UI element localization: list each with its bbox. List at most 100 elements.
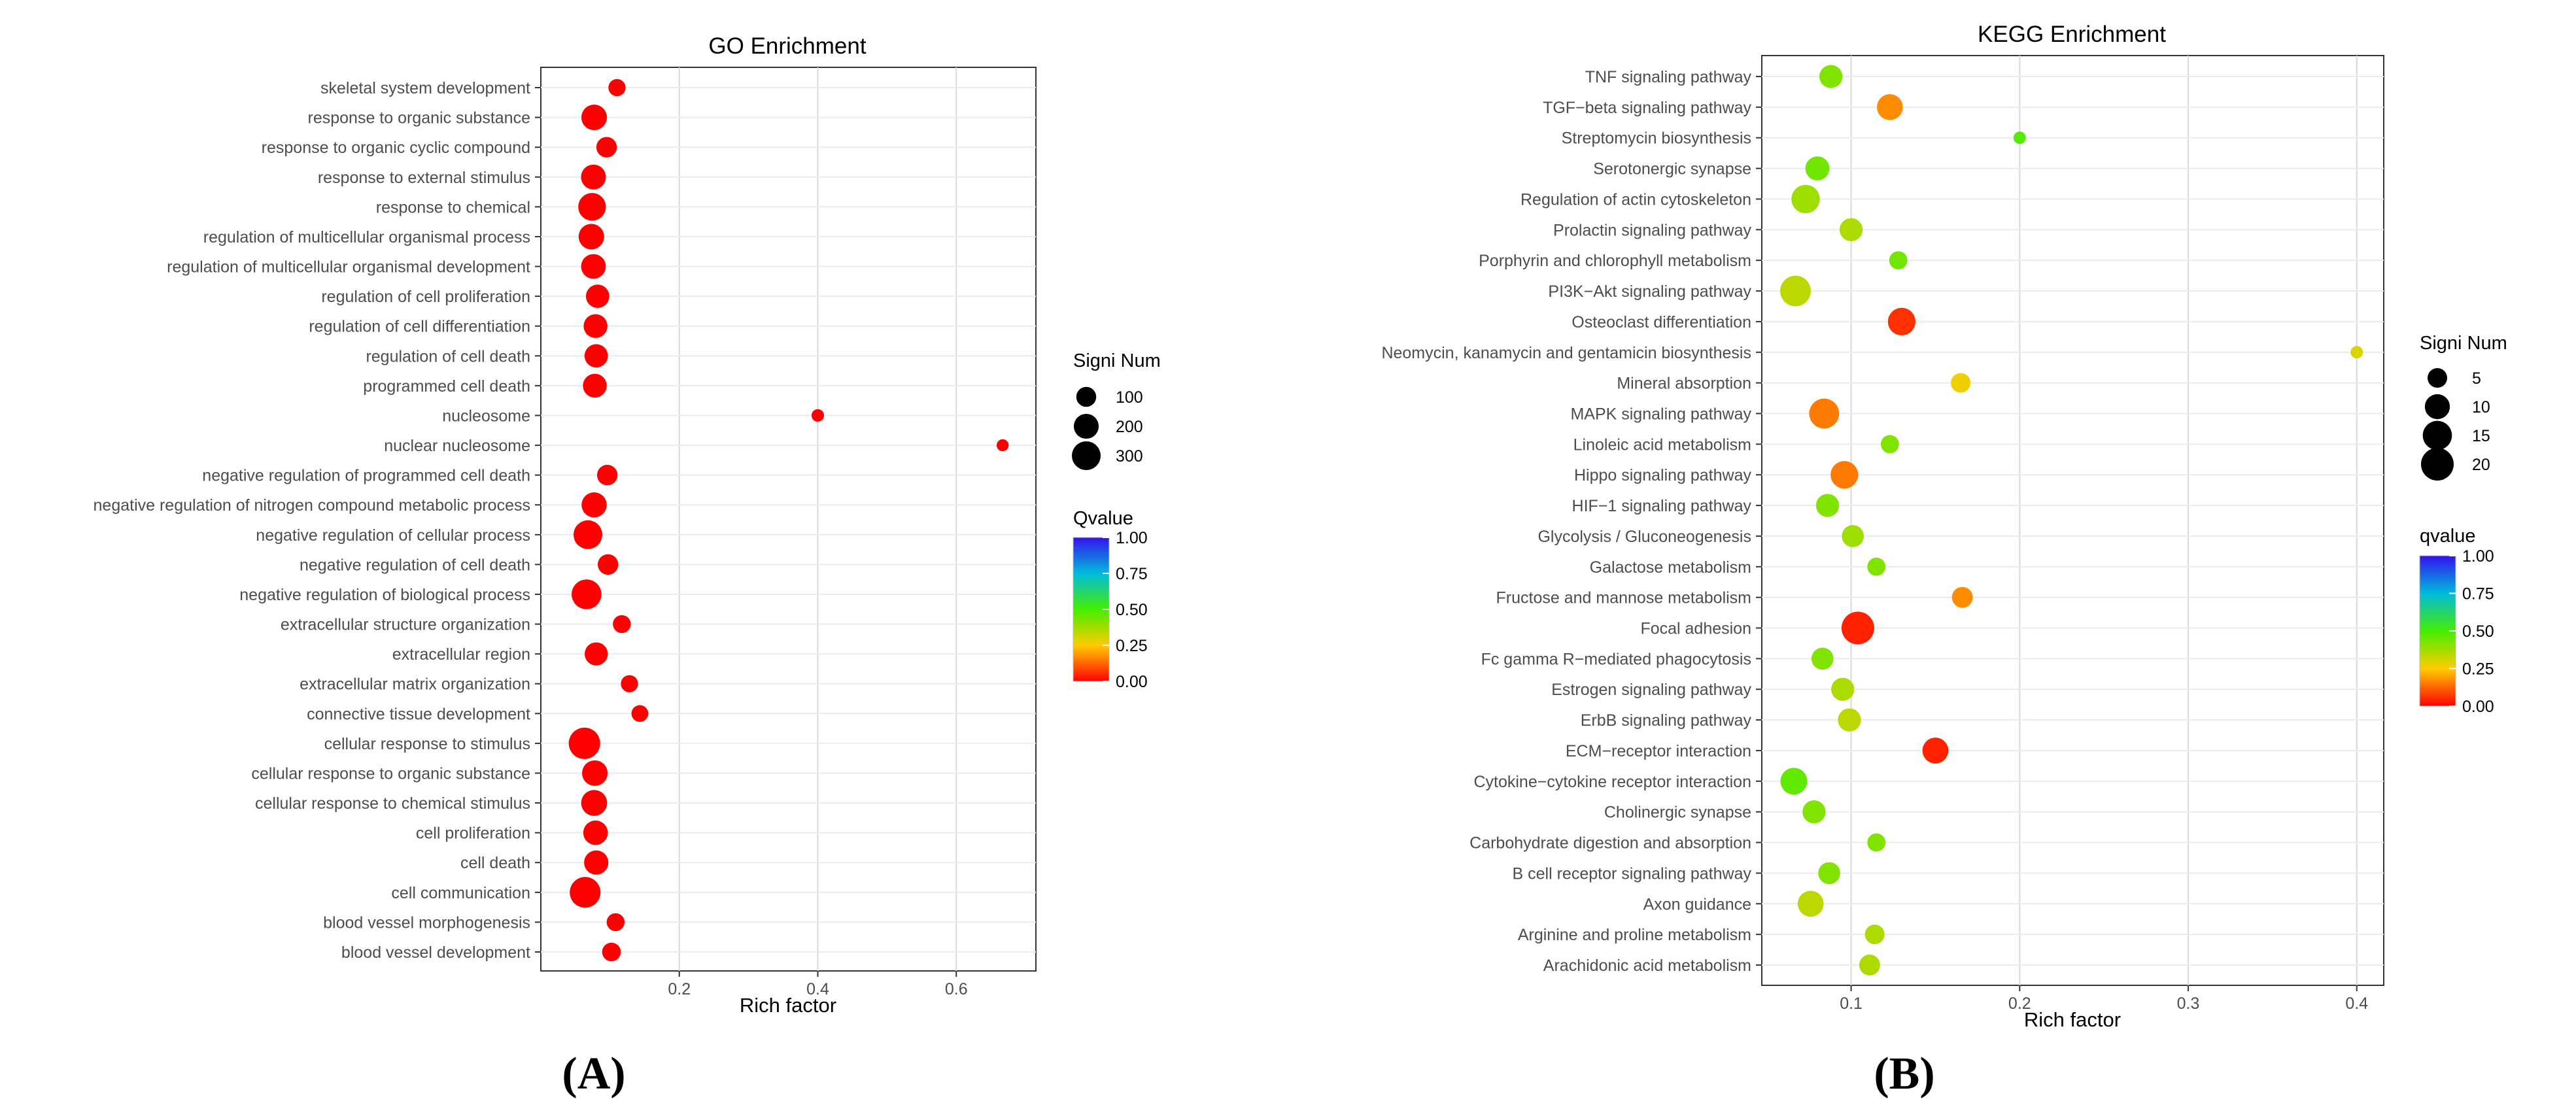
- kegg-category-label: Arginine and proline metabolism: [1518, 926, 1751, 944]
- go-point: [581, 105, 608, 131]
- go-point: [631, 705, 649, 722]
- go-category-label: response to organic cyclic compound: [262, 139, 530, 157]
- kegg-category-label: Carbohydrate digestion and absorption: [1469, 834, 1751, 853]
- go-category-label: cell proliferation: [416, 824, 530, 843]
- go-color-legend-title: Qvalue: [1073, 508, 1133, 529]
- go-category-label: negative regulation of programmed cell d…: [202, 467, 530, 485]
- kegg-category-labels: TNF signaling pathway TGF−beta signaling …: [1381, 68, 1751, 975]
- kegg-size-legend-title: Signi Num: [2420, 333, 2507, 354]
- kegg-category-label: Mineral absorption: [1617, 375, 1751, 393]
- kegg-x-tick-label: 0.4: [2345, 994, 2368, 1013]
- kegg-category-label: Porphyrin and chlorophyll metabolism: [1479, 252, 1751, 270]
- go-category-label: cellular response to stimulus: [324, 735, 530, 753]
- kegg-point: [1809, 398, 1840, 429]
- go-size-legend-key: [1073, 413, 1099, 439]
- kegg-category-label: Focal adhesion: [1640, 620, 1751, 638]
- kegg-point: [1838, 708, 1861, 732]
- go-category-label: extracellular region: [392, 645, 530, 664]
- go-point: [570, 877, 601, 908]
- go-point: [613, 615, 631, 634]
- kegg-point: [1802, 800, 1826, 824]
- kegg-size-legend-label: 10: [2472, 398, 2490, 416]
- go-gridlines: [535, 67, 1036, 977]
- kegg-category-label: Linoleic acid metabolism: [1573, 435, 1751, 454]
- kegg-category-label: Axon guidance: [1643, 895, 1751, 913]
- kegg-point: [1819, 65, 1843, 88]
- go-point: [583, 820, 608, 845]
- go-point: [582, 760, 608, 787]
- kegg-points: [1780, 65, 2363, 976]
- go-category-label: regulation of cell proliferation: [321, 288, 530, 306]
- go-x-tick-label: 0.6: [945, 980, 968, 998]
- kegg-point: [1811, 647, 1834, 670]
- kegg-category-label: PI3K−Akt signaling pathway: [1548, 282, 1751, 301]
- kegg-category-label: B cell receptor signaling pathway: [1513, 864, 1752, 883]
- kegg-chart-title: KEGG Enrichment: [1978, 22, 2166, 47]
- kegg-point: [1951, 373, 1971, 393]
- kegg-size-legend-key: [2422, 420, 2452, 450]
- kegg-colorbar-label: 0.75: [2462, 585, 2494, 603]
- kegg-category-label: Osteoclast differentiation: [1571, 313, 1751, 331]
- kegg-point: [1818, 862, 1840, 885]
- kegg-x-tick-label: 0.1: [1840, 994, 1863, 1013]
- go-category-label: response to organic substance: [308, 109, 531, 127]
- kegg-category-label: Prolactin signaling pathway: [1553, 221, 1751, 239]
- go-point: [608, 78, 626, 97]
- go-category-label: skeletal system development: [320, 79, 530, 97]
- go-category-label: response to external stimulus: [318, 169, 530, 187]
- kegg-category-label: Fructose and mannose metabolism: [1496, 589, 1751, 607]
- kegg-point: [1880, 435, 1899, 454]
- go-point: [578, 224, 604, 250]
- kegg-size-legend-label: 15: [2472, 427, 2490, 445]
- kegg-category-label: TGF−beta signaling pathway: [1543, 99, 1751, 117]
- go-point: [578, 193, 606, 221]
- kegg-size-legend-label: 5: [2472, 369, 2481, 388]
- go-point: [596, 464, 618, 486]
- go-x-axis-label: Rich factor: [740, 994, 836, 1017]
- go-point: [585, 642, 608, 666]
- go-point: [581, 492, 607, 518]
- go-category-label: regulation of multicellular organismal p…: [203, 228, 530, 246]
- kegg-size-legend: Signi Num 5 10 15 20: [2420, 333, 2507, 481]
- kegg-plot-area: [1761, 55, 2384, 986]
- panel-label-a: (A): [562, 1049, 625, 1099]
- go-chart-title: GO Enrichment: [708, 33, 866, 59]
- go-point: [621, 675, 638, 692]
- go-colorbar-label: 1.00: [1116, 529, 1148, 547]
- kegg-category-label: TNF signaling pathway: [1585, 68, 1752, 86]
- kegg-point: [1805, 156, 1830, 181]
- go-size-legend-label: 200: [1116, 418, 1143, 436]
- go-point: [583, 373, 607, 398]
- kegg-point: [1864, 925, 1885, 945]
- go-point: [581, 254, 606, 279]
- go-points: [568, 78, 1009, 962]
- go-point: [574, 520, 602, 549]
- go-category-label: regulation of multicellular organismal d…: [167, 258, 530, 277]
- kegg-point: [1867, 557, 1886, 576]
- kegg-point: [1830, 461, 1859, 489]
- panel-label-b: (B): [1874, 1049, 1934, 1099]
- kegg-category-label: ErbB signaling pathway: [1581, 711, 1752, 730]
- kegg-category-label: Cytokine−cytokine receptor interaction: [1473, 773, 1751, 791]
- kegg-colorbar-label: 0.50: [2462, 622, 2494, 641]
- go-category-labels: skeletal system development response to o…: [94, 79, 531, 962]
- kegg-category-label: HIF−1 signaling pathway: [1572, 497, 1752, 515]
- kegg-point: [1867, 833, 1886, 852]
- kegg-category-label: ECM−receptor interaction: [1566, 742, 1751, 760]
- go-point: [996, 439, 1009, 452]
- kegg-color-legend: qvalue 1.00 0.75 0.50 0.25 0.00: [2419, 526, 2494, 716]
- kegg-size-legend-key: [2421, 448, 2454, 481]
- kegg-point: [1859, 955, 1880, 976]
- kegg-category-label: Glycolysis / Gluconeogenesis: [1537, 528, 1751, 546]
- kegg-category-label: Serotonergic synapse: [1593, 160, 1751, 178]
- kegg-x-tick-label: 0.2: [2008, 994, 2031, 1013]
- kegg-colorbar-label: 1.00: [2462, 547, 2494, 566]
- go-point: [598, 554, 619, 575]
- kegg-size-legend-label: 20: [2472, 456, 2490, 474]
- go-category-label: extracellular structure organization: [281, 616, 530, 634]
- go-category-label: regulation of cell differentiation: [309, 318, 530, 336]
- kegg-point: [1815, 494, 1840, 517]
- go-category-label: negative regulation of cell death: [300, 556, 530, 574]
- kegg-category-label: Galactose metabolism: [1590, 558, 1751, 577]
- kegg-point: [1839, 218, 1863, 241]
